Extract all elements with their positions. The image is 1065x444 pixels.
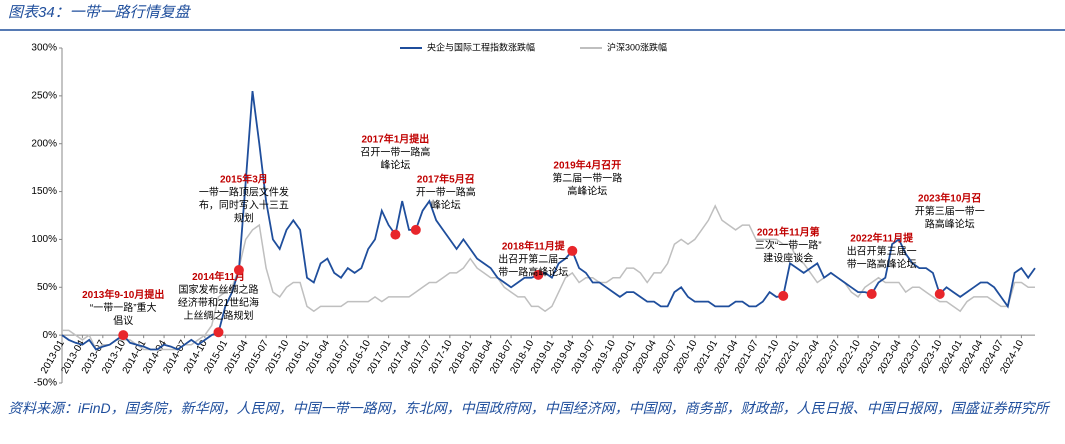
- annotation-text: 路高峰论坛: [925, 218, 975, 231]
- annotation-head: 2015年3月: [220, 173, 268, 186]
- annotation-text: 国家发布丝绸之路: [178, 283, 258, 296]
- annotation-text: 经济带和21世纪海: [178, 296, 259, 309]
- y-tick-label: 200%: [31, 138, 57, 149]
- legend-label: 沪深300涨跌幅: [607, 41, 667, 52]
- annotation-text: 上丝绸之路规划: [183, 309, 253, 322]
- legend-label: 央企与国际工程指数涨跌幅: [427, 41, 535, 52]
- annotation-text: 开一带一路高: [416, 185, 476, 198]
- annotation-head: 2018年11月提: [502, 239, 566, 252]
- annotation-text: 高峰论坛: [567, 185, 607, 198]
- annotation-text: 一带一路顶层文件发: [199, 186, 289, 199]
- event-dot: [533, 269, 544, 280]
- event-dot: [390, 229, 401, 240]
- y-tick-label: 0%: [43, 330, 58, 341]
- annotation-text: 峰论坛: [431, 198, 461, 211]
- event-dot: [567, 245, 578, 256]
- annotation-head: 2021年11月第: [757, 226, 820, 239]
- annotation-text: 出召开第三届一: [847, 245, 917, 258]
- annotation-text: 建设座谈会: [763, 252, 813, 265]
- chart: 图表34：一带一路行情复盘 -50% 0% 50% 100% 150% 200% 250% 3…: [0, 4, 1065, 389]
- annotation-head: 2022年11月提: [850, 232, 914, 245]
- event-dot: [778, 290, 789, 301]
- annotation-text: 峰论坛: [380, 158, 410, 171]
- event-dot: [934, 288, 945, 299]
- annotation-head: 2013年9-10月提出: [82, 288, 164, 301]
- y-tick-label: -50%: [34, 378, 57, 389]
- annotation-text: 第二届一带一路: [552, 172, 622, 185]
- annotation-head: 2019年4月召开: [553, 159, 621, 172]
- annotation-head: 2017年1月提出: [361, 132, 429, 145]
- annotation-text: 布，同时写入十三五: [199, 199, 289, 212]
- annotation-text: 倡议: [113, 315, 133, 327]
- event-dot: [213, 327, 224, 338]
- source-note: 资料来源：iFinD，国务院，新华网，人民网，中国一带一路网，东北网，中国政府网…: [8, 400, 1049, 416]
- series-line: [62, 204, 1035, 351]
- y-tick-label: 250%: [31, 90, 57, 101]
- annotation-head: 2023年10月召: [918, 192, 981, 205]
- annotation-head: 2017年5月召: [417, 172, 475, 185]
- y-tick-label: 50%: [37, 282, 57, 293]
- annotation-text: 三次“一带一路”: [755, 239, 822, 252]
- annotation-text: 带一路高峰论坛: [847, 258, 917, 271]
- y-tick-label: 150%: [31, 186, 57, 197]
- annotation-text: “一带一路”重大: [90, 301, 157, 314]
- annotation-text: 开第三届一带一: [915, 205, 985, 218]
- chart-title: 图表34：一带一路行情复盘: [8, 4, 192, 21]
- annotation-text: 规划: [234, 212, 254, 225]
- annotation-text: 召开一带一路高: [360, 145, 430, 158]
- event-dot: [233, 265, 244, 276]
- annotation-text: 出召开第二届一: [498, 252, 568, 265]
- annotation-head: 2014年11月: [192, 270, 245, 283]
- event-dot: [866, 288, 877, 299]
- event-dot: [118, 330, 129, 341]
- y-tick-label: 100%: [31, 234, 57, 245]
- annotation-text: 带一路高峰论坛: [498, 265, 568, 278]
- y-tick-label: 300%: [31, 43, 57, 54]
- event-dot: [410, 224, 421, 235]
